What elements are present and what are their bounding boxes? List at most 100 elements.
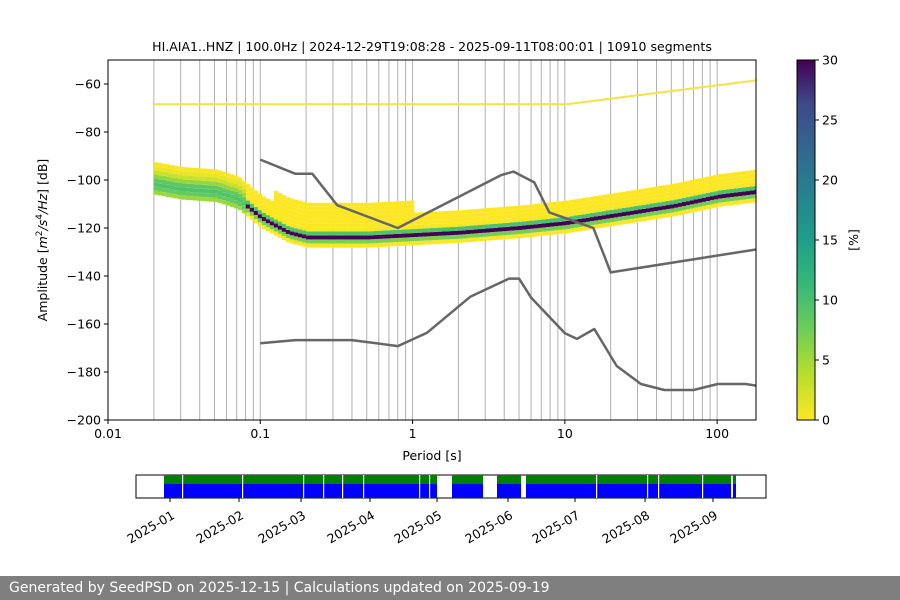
heat-cell xyxy=(753,79,756,82)
heat-cell xyxy=(177,174,183,179)
heat-cell xyxy=(341,202,347,207)
heat-cell xyxy=(453,214,459,219)
heat-cell xyxy=(713,191,719,196)
heat-cell xyxy=(373,235,379,240)
y-axis-label-part: ] [dB] xyxy=(35,159,50,194)
heat-cell xyxy=(433,231,439,236)
heat-cell xyxy=(193,184,199,189)
heat-cell xyxy=(641,212,647,217)
heat-cell xyxy=(297,225,303,230)
heat-cell xyxy=(189,167,195,172)
heat-cell xyxy=(365,202,371,207)
heat-cell xyxy=(293,224,299,229)
heat-cell xyxy=(325,231,331,236)
heat-cell xyxy=(269,200,275,205)
heat-cell xyxy=(649,199,655,204)
heat-cell xyxy=(389,205,395,210)
heat-cell xyxy=(649,211,655,216)
heat-cell xyxy=(569,228,575,233)
heat-cell xyxy=(745,80,751,83)
heat-cell xyxy=(693,203,699,208)
heat-cell xyxy=(273,211,279,216)
heat-cell xyxy=(497,207,503,212)
heat-cell xyxy=(329,235,335,240)
heat-cell xyxy=(369,235,375,240)
heat-cell xyxy=(325,223,331,228)
heat-cell xyxy=(301,238,307,243)
heat-cell xyxy=(453,210,459,215)
heat-cell xyxy=(385,205,391,210)
heat-cell xyxy=(257,214,263,219)
heat-cell xyxy=(305,235,311,240)
availability-data-band xyxy=(733,484,736,498)
heat-cell xyxy=(261,103,267,106)
date-tick-label: 2025-08 xyxy=(599,507,652,546)
heat-cell xyxy=(489,232,495,237)
heat-cell xyxy=(213,103,219,106)
heat-cell xyxy=(253,194,259,199)
heat-cell xyxy=(753,169,756,174)
heat-cell xyxy=(305,239,311,244)
heat-cell xyxy=(617,208,623,213)
heat-cell xyxy=(713,199,719,204)
heat-cell xyxy=(245,103,251,106)
heat-cell xyxy=(169,185,175,190)
heat-cell xyxy=(497,235,503,240)
heat-cell xyxy=(669,204,675,209)
heat-cell xyxy=(329,210,335,215)
heat-cell xyxy=(613,197,619,202)
heat-cell xyxy=(301,213,307,218)
heat-cell xyxy=(429,103,435,106)
heat-cell xyxy=(405,212,411,217)
heat-cell xyxy=(257,103,263,106)
date-tick-label: 2025-05 xyxy=(391,507,444,546)
heat-cell xyxy=(441,219,447,224)
heat-cell xyxy=(497,215,503,220)
heat-cell xyxy=(621,207,627,212)
heat-cell xyxy=(597,207,603,212)
heat-cell xyxy=(561,221,567,226)
heat-cell xyxy=(601,194,607,199)
heat-cell xyxy=(373,239,379,244)
heat-cell xyxy=(637,217,643,222)
heat-cell xyxy=(693,179,699,184)
heat-cell xyxy=(385,226,391,231)
heat-cell xyxy=(725,189,731,194)
heat-cell xyxy=(509,226,515,231)
x-tick-label: 10 xyxy=(557,426,573,441)
availability-data-band xyxy=(452,484,483,498)
heat-cell xyxy=(309,235,315,240)
heat-cell xyxy=(325,210,331,215)
heat-cell xyxy=(681,189,687,194)
heat-cell xyxy=(237,206,243,211)
heat-cell xyxy=(541,203,547,208)
heat-cell xyxy=(729,176,735,181)
heat-cell xyxy=(437,223,443,228)
heat-cell xyxy=(725,201,731,206)
heat-cell xyxy=(653,198,659,203)
heat-cell xyxy=(273,207,279,212)
heat-cell xyxy=(333,210,339,215)
heat-cell xyxy=(689,87,695,90)
heat-cell xyxy=(517,234,523,239)
heat-cell xyxy=(645,216,651,221)
heat-cell xyxy=(557,201,563,206)
heat-cell xyxy=(649,207,655,212)
availability-gaps-band xyxy=(164,475,437,484)
heat-cell xyxy=(357,206,363,211)
heat-cell xyxy=(381,222,387,227)
heat-cell xyxy=(645,196,651,201)
heat-cell xyxy=(725,181,731,186)
heat-cell xyxy=(209,189,215,194)
heat-cell xyxy=(349,206,355,211)
heat-cell xyxy=(333,206,339,211)
heat-cell xyxy=(669,200,675,205)
heat-cell xyxy=(637,213,643,218)
heat-cell xyxy=(601,215,607,220)
heat-cell xyxy=(349,231,355,236)
heat-cell xyxy=(725,193,731,198)
heat-cell xyxy=(301,222,307,227)
heat-cell xyxy=(461,103,467,106)
heat-cell xyxy=(361,103,367,106)
heat-cell xyxy=(701,206,707,211)
